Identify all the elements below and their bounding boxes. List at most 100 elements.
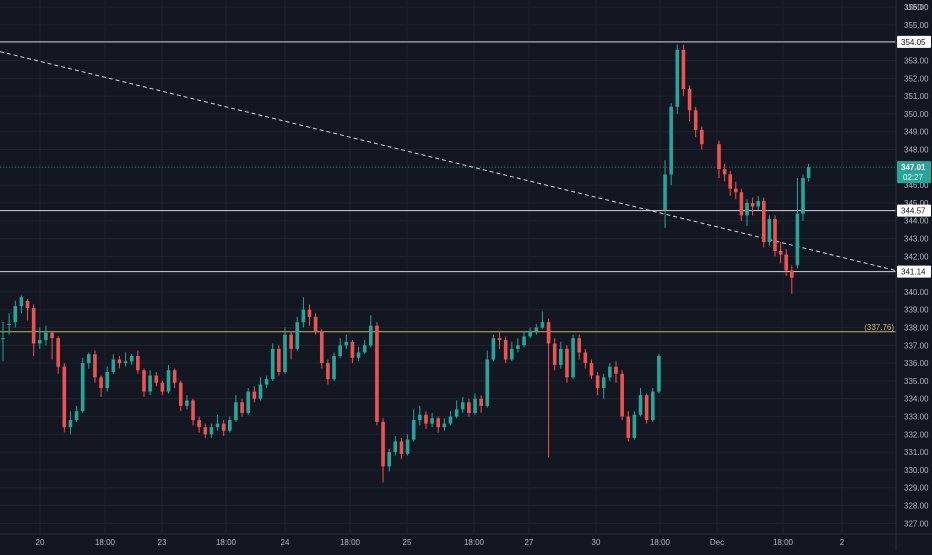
candle-body	[411, 420, 416, 440]
horizontal-levels[interactable]	[0, 41, 896, 333]
candle-body	[650, 391, 655, 421]
candle-body	[497, 338, 502, 340]
candle-body	[620, 373, 624, 417]
candle-body	[381, 421, 385, 467]
candle-body	[313, 316, 318, 332]
candle	[307, 304, 312, 326]
y-tick-label: 350.00	[904, 110, 929, 119]
y-tick-label: 333.00	[904, 413, 929, 422]
y-tick-label: 336.00	[904, 359, 929, 368]
candle	[773, 215, 777, 257]
level-label-bg	[897, 204, 931, 217]
candle	[375, 322, 379, 426]
candle-body	[31, 307, 36, 344]
candle-body	[332, 356, 336, 380]
candle-body	[99, 377, 103, 389]
candle	[117, 356, 122, 369]
candle-body	[111, 359, 116, 373]
candle-body	[25, 300, 30, 308]
candle	[734, 181, 738, 200]
candle	[191, 398, 195, 426]
candle-body	[136, 356, 140, 371]
candle-body	[626, 416, 631, 438]
x-tick-label: 18:00	[650, 538, 671, 547]
candle	[369, 315, 373, 348]
candle	[362, 339, 367, 355]
candle-body	[467, 402, 471, 413]
level-label-bg	[897, 35, 931, 48]
candle-body	[142, 370, 146, 392]
y-tick-label: 340.00	[904, 288, 929, 297]
countdown-label: 02:27	[903, 173, 924, 182]
level-label: 341.14	[901, 268, 926, 277]
candle-body	[246, 391, 250, 413]
candle-body	[289, 334, 293, 349]
candle	[252, 386, 257, 403]
candle	[675, 44, 680, 114]
x-tick-label: 18:00	[95, 538, 116, 547]
candle	[700, 126, 704, 150]
y-tick-label: 343.00	[904, 235, 929, 244]
candle	[657, 354, 661, 394]
candle	[62, 363, 67, 433]
candle	[559, 341, 563, 369]
y-tick-label: 329.00	[904, 484, 929, 493]
candle	[497, 331, 502, 349]
candle	[467, 398, 471, 417]
candle	[228, 416, 232, 433]
candle	[750, 197, 755, 216]
y-tick-label: 346.00	[904, 181, 929, 190]
candle	[436, 416, 441, 433]
x-tick-label: 20	[36, 538, 45, 547]
candle	[99, 375, 103, 397]
level-label: 354.05	[901, 38, 926, 47]
candle	[221, 420, 226, 437]
candle-body	[203, 427, 208, 435]
candle	[1, 322, 5, 362]
candle	[801, 174, 805, 221]
y-tick-label: 327.00	[904, 519, 929, 528]
y-tick-label: 335.00	[904, 377, 929, 386]
candle-body	[522, 336, 526, 346]
candle	[44, 325, 48, 346]
candle-body	[197, 420, 201, 428]
candle-body	[215, 423, 220, 428]
x-tick-label: Dec	[710, 538, 724, 547]
candle-body	[632, 414, 637, 438]
candle	[7, 313, 11, 335]
candle	[277, 345, 281, 376]
candle-body	[362, 345, 367, 353]
candle	[790, 265, 794, 294]
candle-body	[552, 343, 557, 365]
candle	[516, 338, 520, 353]
candle-body	[295, 322, 300, 349]
y-tick-label: 356.00	[904, 3, 929, 12]
candle	[583, 348, 588, 369]
candle	[258, 377, 263, 401]
candle-body	[767, 218, 772, 243]
candle-body	[277, 348, 281, 373]
candle	[479, 395, 483, 413]
candle	[68, 411, 73, 435]
candle	[319, 329, 324, 369]
candle-body	[722, 169, 727, 175]
candle-body	[485, 359, 490, 406]
candle-body	[728, 174, 732, 189]
candle	[203, 423, 208, 438]
candle-body	[516, 345, 520, 349]
candle	[123, 352, 128, 367]
candle-body	[399, 441, 404, 454]
last-price-badge	[897, 161, 931, 184]
candle-body	[172, 370, 177, 383]
candle-body	[117, 359, 122, 364]
x-tick-label: 25	[403, 538, 412, 547]
candle	[142, 368, 146, 397]
candle-body	[221, 423, 226, 431]
candle	[589, 359, 594, 380]
candle-body	[669, 106, 673, 175]
candle-body	[717, 144, 721, 170]
